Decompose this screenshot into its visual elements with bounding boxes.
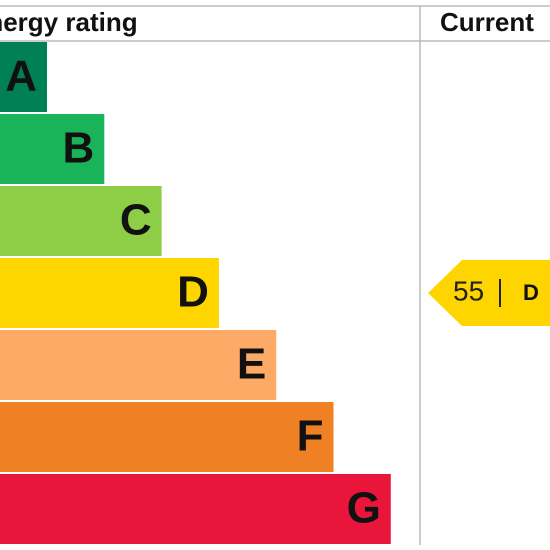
current-rating: 55 D bbox=[428, 260, 550, 326]
current-band: D bbox=[523, 280, 539, 305]
header-current: Current bbox=[440, 7, 534, 37]
band-bar bbox=[0, 258, 219, 328]
band-bar bbox=[0, 114, 105, 184]
band-bar bbox=[0, 474, 391, 544]
band-bar bbox=[0, 402, 334, 472]
header-title: Energy rating bbox=[0, 7, 138, 37]
band-letter: E bbox=[237, 340, 266, 389]
band-letter: F bbox=[297, 412, 324, 461]
current-arrow bbox=[428, 260, 550, 326]
band-letter: D bbox=[177, 268, 209, 317]
band-bar bbox=[0, 186, 162, 256]
current-value: 55 bbox=[453, 275, 484, 306]
band-letter: A bbox=[5, 52, 37, 101]
band-bar bbox=[0, 330, 277, 400]
band-letter: C bbox=[120, 196, 152, 245]
band-letter: B bbox=[63, 124, 95, 173]
band-letter: G bbox=[347, 484, 381, 533]
band-bar bbox=[0, 42, 47, 112]
